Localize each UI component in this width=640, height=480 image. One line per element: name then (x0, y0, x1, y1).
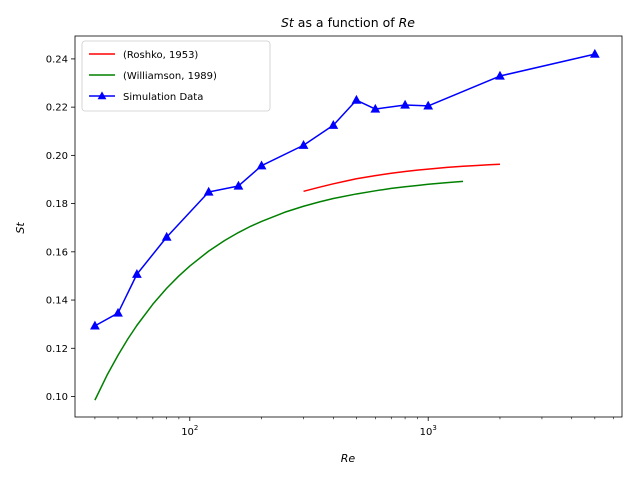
y-tick-label: 0.22 (46, 103, 68, 114)
data-point (113, 307, 123, 317)
x-tick-label: 102 (181, 424, 198, 438)
data-point (328, 120, 339, 129)
series-line (94, 180, 464, 401)
data-point (423, 100, 434, 110)
data-point (256, 160, 267, 170)
x-axis-title: Re (341, 452, 356, 465)
data-point (161, 231, 172, 241)
data-point (233, 180, 244, 190)
y-tick-label: 0.20 (46, 151, 68, 162)
data-point (298, 140, 309, 149)
series-layer (90, 48, 600, 401)
axes-layer: 0.10 0.12 0.14 0.16 0.18 0.20 0.22 0.24 102 103 (46, 35, 623, 438)
legend-box (81, 40, 271, 112)
legend-marker (97, 91, 107, 100)
chart-title: St as a function of Re (281, 15, 415, 30)
legend-label: (Williamson, 1989) (123, 71, 217, 82)
y-axis-title: St (14, 222, 27, 234)
data-point (370, 103, 381, 113)
y-tick-label: 0.24 (46, 54, 68, 65)
y-tick-label: 0.18 (46, 199, 68, 210)
x-tick-label: 103 (420, 424, 437, 438)
y-tick-label: 0.14 (46, 296, 68, 307)
data-point (132, 269, 142, 278)
chart-title-var-re: Re (399, 15, 416, 30)
data-point (495, 70, 505, 80)
data-point (90, 320, 100, 330)
legend-label: Simulation Data (123, 92, 203, 103)
data-point (351, 94, 362, 104)
chart-title-mid: as a function of (294, 15, 399, 30)
chart-title-var-st: St (281, 15, 295, 30)
y-tick-label: 0.12 (46, 344, 68, 355)
y-tick-label: 0.16 (46, 247, 68, 258)
axes-frame (74, 35, 623, 418)
y-tick-label: 0.10 (46, 392, 68, 403)
data-point (400, 99, 410, 109)
series-1 (94, 180, 464, 401)
data-point (203, 186, 214, 196)
legend: (Roshko, 1953) (Williamson, 1989) Simulati… (81, 40, 271, 112)
series-2 (90, 48, 600, 330)
series-line (303, 163, 500, 193)
series-0 (303, 163, 500, 193)
data-point (589, 48, 600, 58)
legend-label: (Roshko, 1953) (123, 50, 198, 61)
